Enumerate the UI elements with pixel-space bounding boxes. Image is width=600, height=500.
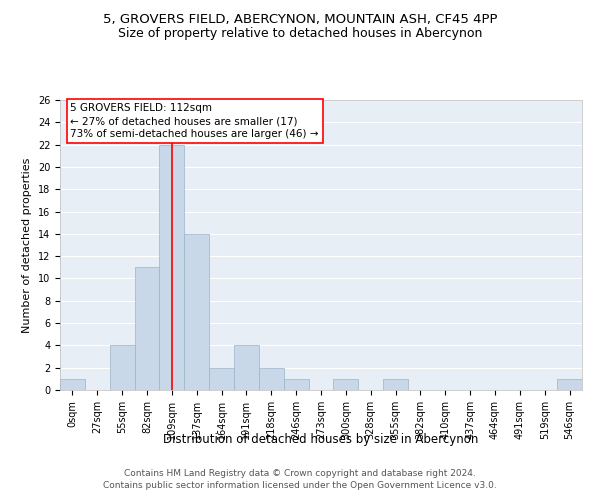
Bar xyxy=(557,379,582,390)
Text: Contains HM Land Registry data © Crown copyright and database right 2024.
Contai: Contains HM Land Registry data © Crown c… xyxy=(103,469,497,490)
Bar xyxy=(284,379,308,390)
Bar xyxy=(259,368,284,390)
Bar xyxy=(234,346,259,390)
Bar xyxy=(160,144,184,390)
Text: 5 GROVERS FIELD: 112sqm
← 27% of detached houses are smaller (17)
73% of semi-de: 5 GROVERS FIELD: 112sqm ← 27% of detache… xyxy=(70,103,319,140)
Bar xyxy=(60,379,85,390)
Text: 5, GROVERS FIELD, ABERCYNON, MOUNTAIN ASH, CF45 4PP: 5, GROVERS FIELD, ABERCYNON, MOUNTAIN AS… xyxy=(103,12,497,26)
Text: Size of property relative to detached houses in Abercynon: Size of property relative to detached ho… xyxy=(118,28,482,40)
Bar xyxy=(383,379,408,390)
Bar xyxy=(184,234,209,390)
Text: Distribution of detached houses by size in Abercynon: Distribution of detached houses by size … xyxy=(163,432,479,446)
Bar xyxy=(110,346,134,390)
Bar xyxy=(334,379,358,390)
Y-axis label: Number of detached properties: Number of detached properties xyxy=(22,158,32,332)
Bar xyxy=(134,268,160,390)
Bar xyxy=(209,368,234,390)
